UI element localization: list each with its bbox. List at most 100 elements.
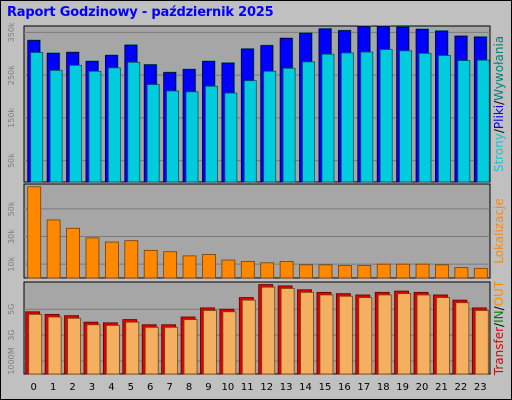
bar-in bbox=[241, 299, 256, 375]
bar-lokalizacje bbox=[66, 227, 80, 279]
plot-area-mid bbox=[23, 183, 491, 279]
bar-lokalizacje bbox=[260, 262, 275, 279]
bar-strony bbox=[476, 59, 490, 183]
bar-in bbox=[222, 311, 237, 375]
x-tick-label: 10 bbox=[222, 382, 235, 393]
bar-strony bbox=[243, 80, 257, 183]
bar-strony bbox=[107, 67, 121, 183]
legend-transfer-in-out: Transfer/IN/OUT bbox=[492, 280, 506, 376]
bar-strony bbox=[30, 52, 44, 183]
bar-in bbox=[338, 295, 353, 375]
bar-in bbox=[86, 324, 101, 375]
bar-strony bbox=[282, 67, 296, 183]
x-tick-label: 19 bbox=[396, 382, 409, 393]
bar-lokalizacje bbox=[473, 267, 488, 279]
bar-strony bbox=[205, 85, 218, 183]
bar-strony bbox=[438, 55, 451, 183]
bar-in bbox=[261, 286, 276, 375]
x-tick-label: 21 bbox=[435, 382, 448, 393]
bar-strony bbox=[321, 53, 335, 183]
x-tick-label: 2 bbox=[69, 382, 75, 393]
legend-entry: / bbox=[492, 100, 506, 105]
plot-area-bot bbox=[23, 281, 491, 375]
bar-strony bbox=[418, 52, 432, 183]
legend-entry: / bbox=[492, 322, 506, 327]
y-tick-label: 5G bbox=[7, 304, 16, 315]
bar-in bbox=[300, 291, 314, 375]
bar-lokalizacje bbox=[202, 254, 216, 279]
bar-lokalizacje bbox=[376, 263, 391, 279]
bar-lokalizacje bbox=[221, 259, 236, 279]
bar-strony bbox=[457, 60, 471, 183]
legend-entry: IN bbox=[492, 310, 506, 323]
bar-strony bbox=[379, 49, 393, 183]
bar-strony bbox=[360, 51, 374, 183]
bar-strony bbox=[49, 70, 63, 183]
bar-strony bbox=[88, 70, 102, 183]
bar-lokalizacje bbox=[357, 265, 372, 279]
bar-lokalizacje bbox=[279, 261, 294, 279]
y-tick-label: 10k bbox=[7, 256, 16, 271]
x-tick-label: 11 bbox=[241, 382, 254, 393]
bar-lokalizacje bbox=[182, 255, 197, 279]
x-tick-label: 13 bbox=[280, 382, 293, 393]
x-tick-label: 14 bbox=[299, 382, 312, 393]
x-tick-label: 17 bbox=[357, 382, 370, 393]
y-tick-label: 50k bbox=[7, 153, 16, 168]
bar-in bbox=[436, 297, 450, 375]
bar-in bbox=[105, 325, 120, 375]
y-tick-label: 150k bbox=[7, 108, 16, 128]
x-tick-label: 20 bbox=[416, 382, 429, 393]
legend-entry: Transfer bbox=[492, 327, 506, 376]
legend-entry: / bbox=[492, 305, 506, 310]
bar-in bbox=[164, 326, 179, 375]
x-tick-label: 18 bbox=[377, 382, 390, 393]
bar-lokalizacje bbox=[337, 265, 352, 279]
legend-strony-pliki-wywolania: Strony/Pliki/Wywołania bbox=[492, 36, 506, 172]
bar-in bbox=[397, 293, 412, 375]
bar-in bbox=[280, 288, 295, 375]
bar-in bbox=[416, 294, 431, 375]
bar-lokalizacje bbox=[299, 264, 313, 279]
bar-lokalizacje bbox=[124, 240, 139, 279]
x-tick-label: 23 bbox=[474, 382, 487, 393]
bar-lokalizacje bbox=[104, 241, 119, 279]
y-tick-label: 1000M bbox=[7, 347, 16, 374]
plot-area-top bbox=[23, 25, 491, 183]
bar-lokalizacje bbox=[435, 264, 449, 279]
legend-entry: Lokalizacje bbox=[492, 198, 506, 264]
x-tick-label: 4 bbox=[108, 382, 114, 393]
bar-strony bbox=[224, 92, 238, 183]
bar-in bbox=[47, 316, 62, 375]
bar-lokalizacje bbox=[163, 251, 178, 279]
x-tick-label: 3 bbox=[89, 382, 95, 393]
x-tick-label: 6 bbox=[147, 382, 153, 393]
bar-in bbox=[358, 297, 373, 375]
y-tick-label: 30k bbox=[7, 229, 16, 244]
bar-strony bbox=[127, 61, 141, 183]
x-tick-label: 0 bbox=[31, 382, 37, 393]
bar-lokalizacje bbox=[454, 267, 469, 279]
bar-in bbox=[67, 317, 81, 375]
bar-lokalizacje bbox=[240, 261, 255, 279]
legend-entry: Pliki bbox=[492, 105, 506, 129]
x-tick-label: 8 bbox=[186, 382, 192, 393]
x-tick-label: 7 bbox=[166, 382, 172, 393]
y-tick-label: 3G bbox=[7, 329, 16, 340]
bar-in bbox=[377, 294, 392, 375]
bar-lokalizacje bbox=[143, 249, 158, 279]
bar-strony bbox=[185, 91, 199, 183]
bar-lokalizacje bbox=[318, 264, 333, 279]
x-tick-label: 15 bbox=[319, 382, 332, 393]
bar-strony bbox=[263, 70, 277, 183]
x-tick-label: 22 bbox=[455, 382, 468, 393]
bar-in bbox=[203, 310, 217, 375]
legend-entry: Strony bbox=[492, 133, 506, 172]
bar-strony bbox=[166, 90, 180, 183]
y-tick-label: 250k bbox=[7, 65, 16, 85]
bar-strony bbox=[69, 64, 82, 183]
bar-in bbox=[28, 313, 43, 375]
x-tick-label: 1 bbox=[50, 382, 56, 393]
bar-in bbox=[144, 326, 159, 375]
